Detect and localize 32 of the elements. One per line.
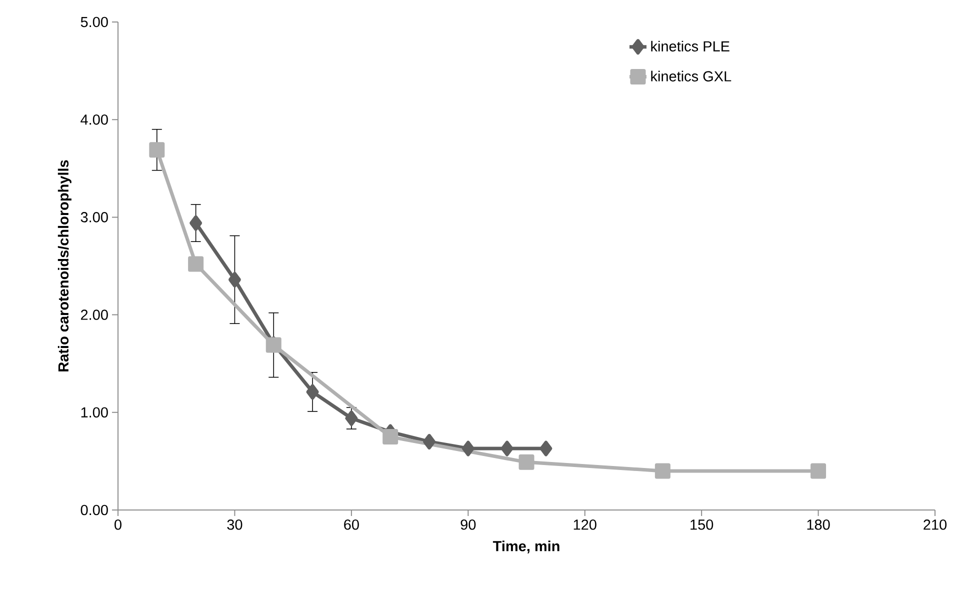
point [306,384,319,400]
x-axis-title: Time, min [492,540,560,554]
x-tick-label: 0 [114,520,122,530]
point [422,434,436,450]
point [654,463,670,479]
y-tick-label: 4.00 [80,114,108,125]
point [518,454,534,470]
y-axis-title: Ratio carotenoids/chlorophylls [58,160,72,372]
x-tick-label: 150 [690,520,714,530]
x-tick-label: 180 [807,520,830,530]
y-tick-label: 1.00 [81,407,108,418]
point [500,440,514,456]
legend-label: kinetics GXL [651,70,732,82]
x-tick-label: 90 [460,520,476,530]
point [462,440,474,456]
x-tick-label: 120 [574,520,596,530]
x-tick-label: 60 [344,520,359,530]
y-tick-label: 2.00 [80,310,108,320]
y-tick-label: 3.00 [80,212,108,222]
point [540,440,552,456]
legend-label: kinetics PLE [651,40,730,52]
point [810,463,826,479]
x-tick-label: 30 [227,520,242,530]
point [382,429,398,445]
point [190,215,202,231]
x-tick-label: 210 [924,520,947,530]
y-tick-label: 0.00 [80,504,108,516]
point [149,142,165,158]
point [188,256,204,272]
y-tick-label: 5.00 [80,16,108,28]
point [228,272,241,288]
point [345,410,358,426]
